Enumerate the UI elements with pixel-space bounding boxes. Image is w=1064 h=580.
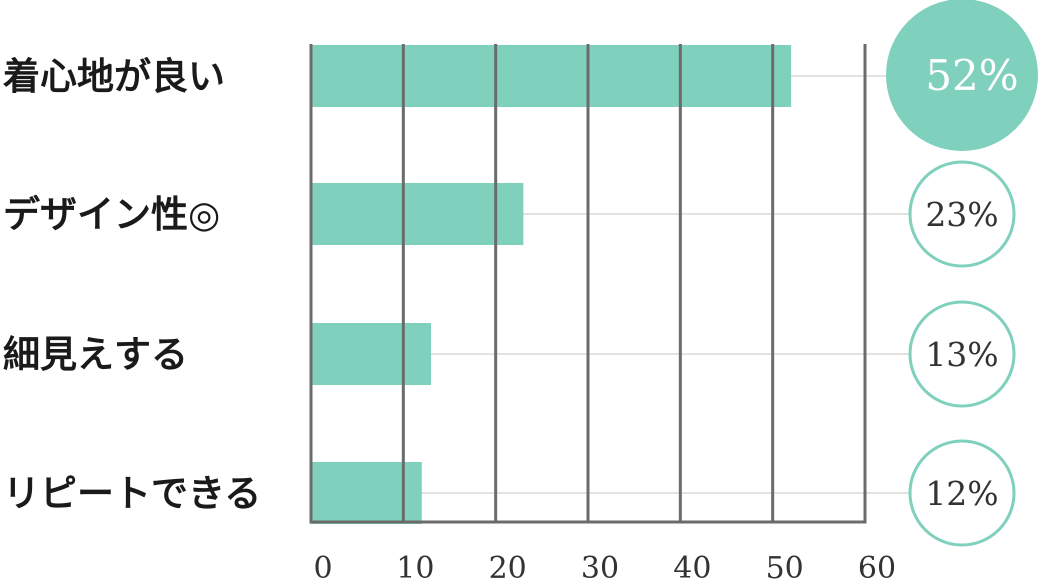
- value-badge: [908, 300, 1016, 408]
- x-tick-label: 50: [766, 551, 804, 580]
- value-badge: [908, 160, 1016, 268]
- bar: [311, 45, 792, 107]
- data-label: 52%: [925, 51, 1018, 100]
- x-tick-label: 60: [858, 551, 896, 580]
- bar: [311, 323, 432, 385]
- bar: [311, 462, 422, 524]
- x-tick-label: 20: [489, 551, 527, 580]
- category-label: 細見えする: [3, 333, 188, 376]
- category-label: 着心地が良い: [3, 55, 225, 98]
- x-tick-label: 40: [673, 551, 711, 580]
- value-badge: [886, 0, 1038, 151]
- data-label: 13%: [925, 335, 998, 374]
- data-label: 23%: [925, 195, 998, 234]
- data-label: 12%: [925, 474, 998, 513]
- category-label: リピートできる: [3, 472, 261, 515]
- bar: [311, 183, 524, 245]
- x-tick-label: 10: [396, 551, 434, 580]
- value-badge: [908, 439, 1016, 547]
- x-tick-label: 0: [313, 551, 332, 580]
- category-label: デザイン性◎: [3, 193, 220, 236]
- x-tick-label: 30: [581, 551, 619, 580]
